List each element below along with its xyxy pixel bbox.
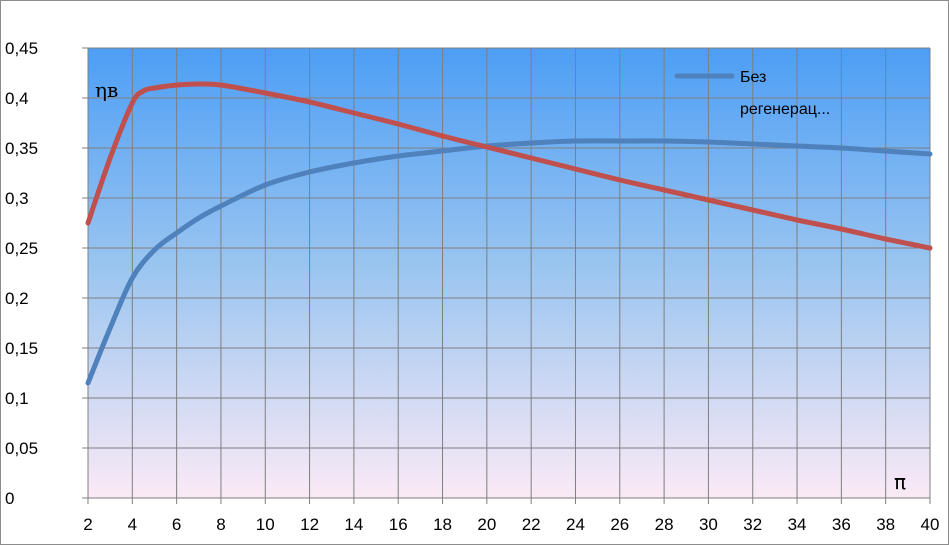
plot-area — [88, 48, 930, 498]
x-axis-label: π — [894, 470, 906, 494]
x-tick-label: 6 — [172, 515, 181, 534]
tick-labels: 2 4 6 8 10 12 14 16 18 20 22 24 26 28 30 32 34 36 38 4000,0… — [5, 39, 939, 534]
series-layer — [85, 81, 933, 386]
x-tick-label: 10 — [256, 515, 275, 534]
x-tick-label: 30 — [699, 515, 718, 534]
x-tick-label: 8 — [216, 515, 225, 534]
x-tick-label: 12 — [300, 515, 319, 534]
y-tick-label: 0,25 — [5, 239, 38, 258]
gridlines — [87, 47, 931, 499]
y-tick-label: 0,2 — [5, 289, 29, 308]
y-tick-label: 0,35 — [5, 139, 38, 158]
series-line-1 — [85, 138, 933, 386]
x-tick-label: 22 — [522, 515, 541, 534]
axes — [82, 47, 931, 504]
x-tick-label: 20 — [477, 515, 496, 534]
y-tick-label: 0,3 — [5, 189, 29, 208]
x-tick-label: 18 — [433, 515, 452, 534]
x-tick-label: 36 — [832, 515, 851, 534]
x-tick-label: 24 — [566, 515, 585, 534]
x-tick-label: 28 — [655, 515, 674, 534]
y-tick-label: 0,45 — [5, 39, 38, 58]
x-tick-label: 32 — [743, 515, 762, 534]
y-tick-label: 0,05 — [5, 439, 38, 458]
y-tick-label: 0 — [5, 489, 14, 508]
x-tick-label: 38 — [876, 515, 895, 534]
x-tick-label: 4 — [128, 515, 137, 534]
legend-label-series-1-line2: регенерац... — [740, 101, 830, 118]
x-tick-label: 2 — [83, 515, 92, 534]
x-tick-label: 34 — [788, 515, 807, 534]
x-tick-label: 16 — [389, 515, 408, 534]
x-tick-label: 26 — [610, 515, 629, 534]
y-tick-label: 0,15 — [5, 339, 38, 358]
y-tick-label: 0,4 — [5, 89, 29, 108]
x-tick-label: 14 — [344, 515, 363, 534]
x-tick-label: 40 — [921, 515, 940, 534]
legend-label-series-1: Без — [740, 69, 766, 86]
legend: Без регенерац... — [674, 69, 830, 118]
y-axis-label: ηв — [95, 78, 118, 102]
y-tick-label: 0,1 — [5, 389, 29, 408]
series-line-2 — [85, 81, 933, 251]
